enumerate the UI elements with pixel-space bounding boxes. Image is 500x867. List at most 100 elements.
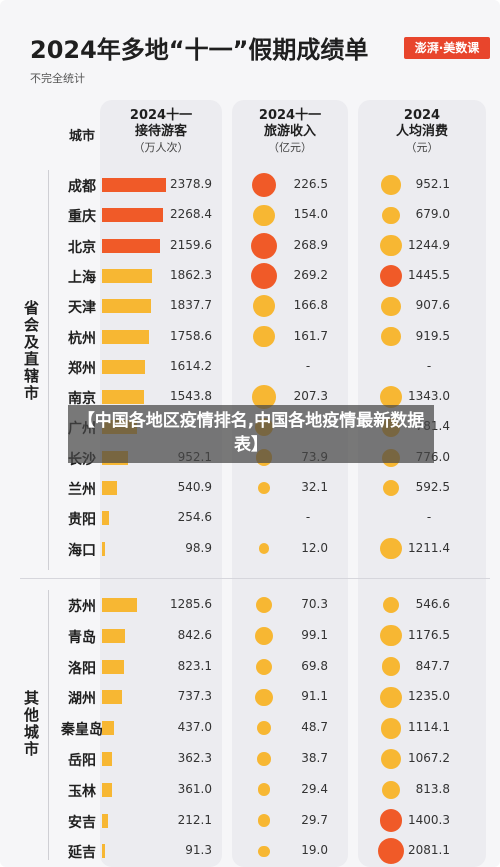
- revenue-value: 154.0: [293, 207, 328, 222]
- revenue-dot: [251, 232, 277, 259]
- row-city: 上海: [68, 269, 96, 286]
- revenue-dot: [258, 543, 270, 554]
- per-capita-dot: [382, 596, 400, 614]
- row-city: 海口: [68, 542, 96, 559]
- per-capita-value: 546.6: [415, 597, 450, 611]
- revenue-value: 207.3: [293, 389, 328, 404]
- visitors-bar: [102, 813, 108, 828]
- revenue-value: 268.9: [293, 237, 328, 252]
- per-capita-dot: [381, 780, 401, 800]
- header-visitors: 2024十一 接待游客 （万人次）: [100, 108, 222, 156]
- per-capita-value: 1343.0: [408, 389, 450, 404]
- visitors-value: 1614.2: [170, 358, 212, 373]
- visitors-value: 362.3: [177, 751, 212, 765]
- row-city: 杭州: [68, 330, 96, 347]
- revenue-value: 38.7: [301, 751, 328, 765]
- revenue-value: 69.8: [301, 658, 328, 673]
- row-city: 洛阳: [68, 660, 96, 677]
- visitors-bar: [102, 390, 144, 405]
- row-city: 延吉: [68, 845, 96, 862]
- revenue-value: 70.3: [301, 597, 328, 611]
- visitors-value: 1543.8: [170, 389, 212, 404]
- chart-title: 2024年多地“十一”假期成绩单: [30, 36, 369, 64]
- per-capita-dot: [379, 264, 403, 288]
- revenue-value: 91.1: [301, 689, 328, 704]
- per-capita-value: 1244.9: [408, 237, 450, 252]
- revenue-dot: [254, 626, 274, 645]
- revenue-value: 166.8: [293, 298, 328, 313]
- revenue-dot: [256, 720, 272, 736]
- per-capita-dot: [382, 206, 400, 224]
- per-capita-dot: [380, 537, 402, 560]
- group-divider-capitals: [48, 170, 49, 570]
- revenue-value: 29.4: [301, 781, 328, 796]
- row-city: 青岛: [68, 629, 96, 646]
- visitors-bar: [102, 659, 125, 674]
- row-city: 天津: [68, 300, 96, 317]
- row-city: 北京: [68, 239, 96, 256]
- visitors-value: 2268.4: [170, 207, 212, 222]
- visitors-value: 98.9: [185, 540, 212, 555]
- group-label-others: 其他城市: [22, 690, 40, 758]
- row-city: 兰州: [68, 482, 96, 498]
- chart-subtitle: 不完全统计: [30, 72, 85, 85]
- visitors-value: 254.6: [177, 510, 212, 525]
- per-capita-value: 919.5: [415, 328, 450, 343]
- per-capita-dot: [382, 479, 400, 497]
- visitors-bar: [102, 481, 117, 495]
- row-city: 玉林: [68, 783, 96, 800]
- header-per-capita: 2024 人均消费 （元）: [358, 108, 486, 156]
- row-city: 岳阳: [68, 753, 96, 769]
- revenue-dot: [257, 752, 271, 766]
- per-capita-value: 679.0: [415, 207, 450, 222]
- per-capita-value: 847.7: [415, 658, 450, 673]
- publisher-logo: 澎湃·美数课: [404, 37, 490, 59]
- visitors-value: 1758.6: [170, 328, 212, 343]
- revenue-value: 29.7: [301, 812, 328, 827]
- header-city: 城市: [68, 129, 95, 144]
- per-capita-value: 813.8: [415, 781, 450, 796]
- row-city: 南京: [68, 391, 96, 408]
- per-capita-value: 1067.2: [408, 751, 450, 765]
- per-capita-value: 1400.3: [408, 812, 450, 827]
- row-city: 贵阳: [68, 512, 96, 529]
- visitors-value: 823.1: [177, 658, 212, 673]
- revenue-dot: [253, 204, 275, 226]
- column-bg-revenue: [232, 100, 348, 867]
- row-city: 重庆: [68, 209, 96, 226]
- revenue-value: 99.1: [301, 627, 328, 642]
- revenue-value: -: [305, 510, 311, 525]
- revenue-dot: [253, 295, 275, 318]
- visitors-value: 737.3: [177, 689, 212, 704]
- revenue-value: 19.0: [301, 843, 328, 858]
- visitors-value: 2378.9: [170, 177, 212, 191]
- per-capita-value: 1211.4: [408, 540, 450, 555]
- visitors-bar: [102, 844, 105, 859]
- header-per-capita-title: 2024 人均消费: [395, 108, 448, 139]
- per-capita-dot: [381, 175, 401, 195]
- header-revenue: 2024十一 旅游收入 （亿元）: [232, 108, 348, 156]
- per-capita-dot: [381, 657, 401, 676]
- revenue-dot: [251, 172, 277, 198]
- column-bg-per-capita: [358, 100, 486, 867]
- group-separator: [20, 578, 490, 579]
- visitors-value: 212.1: [177, 812, 212, 827]
- revenue-value: 269.2: [293, 267, 328, 282]
- revenue-dot: [255, 688, 273, 707]
- per-capita-dot: [379, 809, 403, 832]
- visitors-bar: [102, 628, 125, 643]
- visitors-bar: [102, 299, 152, 314]
- per-capita-value: 1176.5: [408, 627, 450, 642]
- per-capita-value: -: [426, 510, 432, 525]
- group-label-capitals: 省会及直辖市: [22, 300, 40, 402]
- header-visitors-title: 2024十一 接待游客: [129, 108, 193, 139]
- header-per-capita-unit: （元）: [405, 141, 439, 154]
- revenue-dot: [255, 658, 273, 675]
- visitors-bar: [102, 238, 161, 253]
- per-capita-dot: [381, 296, 401, 316]
- revenue-dot: [253, 325, 275, 348]
- visitors-value: 842.6: [177, 627, 212, 642]
- revenue-dot: [258, 845, 270, 858]
- revenue-dot: [251, 262, 277, 289]
